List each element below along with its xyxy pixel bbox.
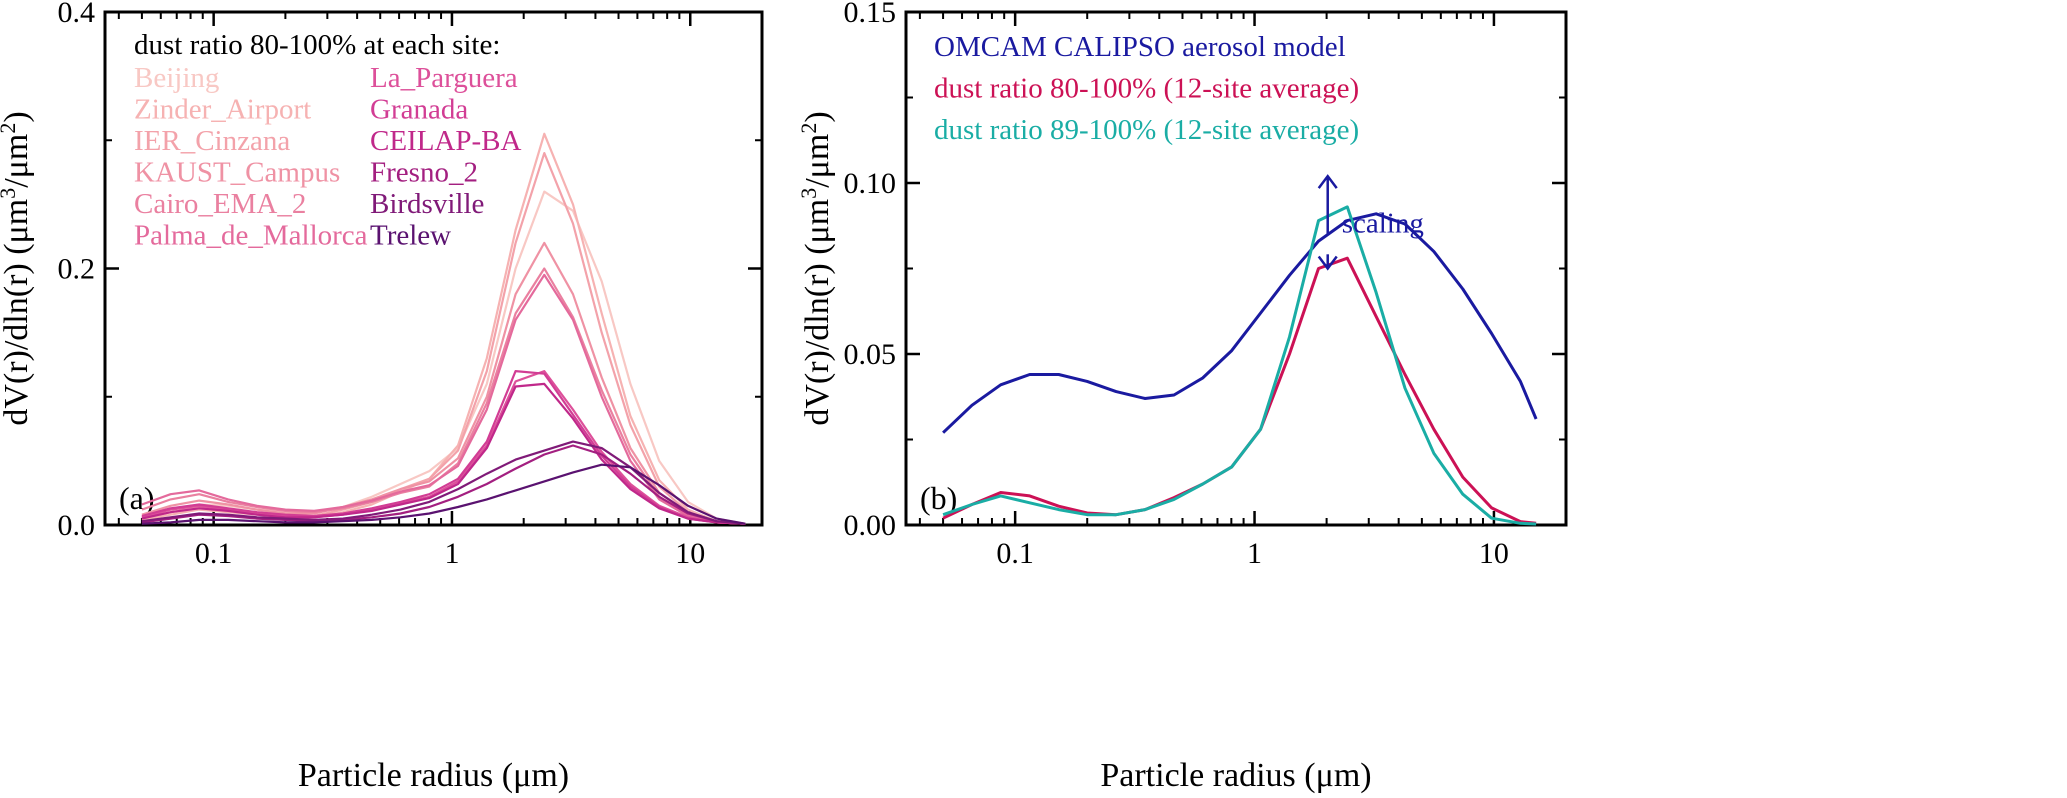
y-tick-label: 0.00 bbox=[844, 509, 897, 542]
x-tick-label: 1 bbox=[1247, 537, 1262, 570]
series-line-trelew bbox=[141, 463, 746, 525]
series-line-la-parguera bbox=[141, 370, 746, 525]
panel-label: (a) bbox=[119, 480, 155, 516]
x-tick-label: 10 bbox=[675, 537, 705, 570]
legend-entry: dust ratio 89-100% (12-site average) bbox=[934, 114, 1359, 146]
series-line-kaust-campus bbox=[141, 241, 746, 525]
x-tick-label: 10 bbox=[1479, 537, 1509, 570]
x-axis-title: Particle radius (μm) bbox=[298, 757, 569, 794]
scaling-arrow-down-head bbox=[1317, 255, 1338, 271]
legend-entry: La_Parguera bbox=[370, 62, 518, 94]
series-line-granada bbox=[141, 370, 746, 525]
legend-entry: Palma_de_Mallorca bbox=[134, 220, 368, 252]
x-tick-label: 0.1 bbox=[195, 537, 233, 570]
y-axis-title: dV(r)/dln(r) (μm3/μm2) bbox=[0, 111, 35, 425]
legend-entry: Birdsville bbox=[370, 188, 484, 220]
series-line-ceilap-ba bbox=[141, 382, 746, 525]
legend-entry: OMCAM CALIPSO aerosol model bbox=[934, 31, 1346, 63]
x-axis-title: Particle radius (μm) bbox=[1100, 757, 1371, 794]
y-tick-label: 0.05 bbox=[844, 338, 897, 371]
series-line-fresno-2 bbox=[141, 444, 746, 525]
series-line-dust-ratio-89-100-12-site-average- bbox=[942, 205, 1537, 526]
legend-entry: Cairo_EMA_2 bbox=[134, 188, 306, 220]
y-tick-label: 0.4 bbox=[58, 0, 96, 29]
panel-a-chart: 0.1 1 10 0.0 0.2 0.4 Particle radius (μm) dV(r)… bbox=[0, 0, 764, 794]
x-tick-label: 0.1 bbox=[996, 537, 1034, 570]
y-tick-label: 0.2 bbox=[58, 253, 96, 286]
legend-entry: CEILAP-BA bbox=[370, 125, 522, 157]
panel-b-chart: 0.1 1 10 0.00 0.05 0.10 0.15 Particle radius (μ… bbox=[796, 0, 1568, 794]
y-axis-title: dV(r)/dln(r) (μm3/μm2) bbox=[796, 111, 836, 425]
x-tick-label: 1 bbox=[444, 537, 459, 570]
y-tick-label: 0.10 bbox=[844, 167, 897, 200]
scaling-arrow-up-head bbox=[1317, 174, 1338, 189]
scaling-label: scaling bbox=[1342, 207, 1424, 239]
legend-entry: IER_Cinzana bbox=[134, 125, 290, 157]
legend-entry: Beijing bbox=[134, 62, 219, 94]
legend-entry: KAUST_Campus bbox=[134, 157, 340, 189]
legend-entry: Trelew bbox=[370, 220, 451, 252]
legend-entry: Zinder_Airport bbox=[134, 94, 311, 126]
legend-title: dust ratio 80-100% at each site: bbox=[134, 29, 500, 61]
series-line-omcam-calipso-aerosol-model bbox=[942, 212, 1538, 434]
legend-entry: Granada bbox=[370, 94, 468, 126]
legend-entry: Fresno_2 bbox=[370, 157, 478, 189]
panel-label: (b) bbox=[920, 480, 957, 516]
legend-entry: dust ratio 80-100% (12-site average) bbox=[934, 73, 1359, 105]
series-line-dust-ratio-80-100-12-site-average- bbox=[942, 256, 1537, 525]
y-tick-label: 0.15 bbox=[844, 0, 897, 29]
series-line-birdsville bbox=[141, 440, 746, 525]
y-tick-label: 0.0 bbox=[58, 509, 96, 542]
